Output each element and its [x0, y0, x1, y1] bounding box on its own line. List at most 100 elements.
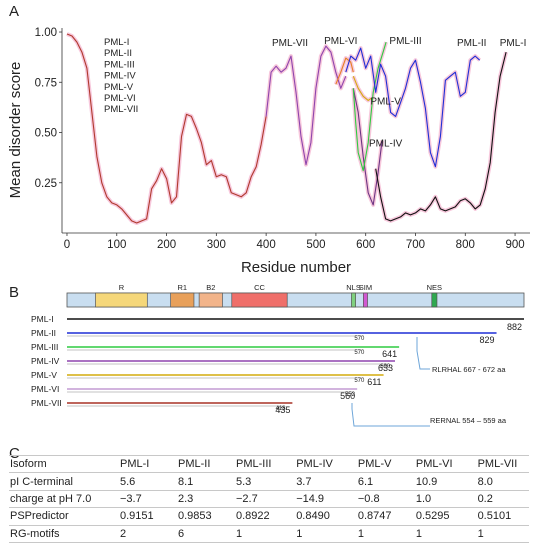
x-tick-label: 0: [64, 239, 70, 251]
isoform-name-pml-ii: PML-II: [31, 328, 56, 338]
legend-entry-pml-ii: PML-II: [104, 48, 132, 59]
isoform-name-pml-vi: PML-VI: [31, 384, 59, 394]
domain-label-sim: SIM: [359, 285, 372, 292]
properties-table-wrap: Isoform PML-I PML-II PML-III PML-IV PML-…: [9, 454, 529, 543]
legend-entry-pml-vii: PML-VII: [104, 104, 138, 115]
table-row: RG-motifs 2 6 1 1 1 1 1: [9, 525, 529, 543]
series-label-pml-iii: PML-III: [389, 36, 421, 47]
y-tick-label: 0.50: [35, 128, 57, 140]
domain-b2: [198, 292, 223, 308]
table-cell: 2: [106, 525, 164, 543]
series-label-pml-vi: PML-VI: [324, 36, 357, 47]
properties-table: Isoform PML-I PML-II PML-III PML-IV PML-…: [9, 454, 529, 543]
domain-sim: [363, 292, 368, 308]
header-cell: PML-I: [106, 454, 164, 474]
isoform-length-pml-iii: 641: [382, 349, 397, 359]
domain-label-b2: B2: [206, 285, 215, 292]
series-label-pml-vii: PML-VII: [272, 38, 308, 49]
domain-nes: [431, 292, 438, 308]
header-cell: PML-V: [343, 454, 402, 474]
series-layer: [66, 32, 509, 225]
header-cell: PML-II: [164, 454, 222, 474]
isoform-name-pml-iii: PML-III: [31, 342, 58, 352]
x-tick-label: 700: [406, 239, 425, 251]
domain-r: [95, 292, 148, 308]
table-cell: 1: [282, 525, 344, 543]
isoform-name-pml-v: PML-V: [31, 370, 57, 380]
series-label-pml-ii: PML-II: [457, 38, 486, 49]
legend-entry-pml-v: PML-V: [104, 82, 134, 93]
isoform-name-pml-iv: PML-IV: [31, 356, 60, 366]
table-cell: 1.0: [401, 490, 464, 509]
isoform-length-pml-vii: 435: [275, 405, 290, 415]
series-line-pml-iv: [352, 88, 383, 206]
y-tick-label: 0.25: [35, 178, 57, 190]
plot-frame: [61, 28, 530, 234]
table-header-row: Isoform PML-I PML-II PML-III PML-IV PML-…: [9, 454, 529, 474]
row-label: RG-motifs: [9, 525, 106, 543]
legend-entry-pml-i: PML-I: [104, 37, 129, 48]
header-cell: Isoform: [9, 454, 106, 474]
domain-label-nes: NES: [427, 285, 442, 292]
domain-label-r1: R1: [177, 285, 187, 292]
series-label-pml-iv: PML-IV: [369, 139, 403, 150]
table-cell: −2.7: [222, 490, 283, 509]
table-cell: 0.8922: [222, 507, 283, 526]
panel-letter-c: C: [9, 445, 20, 462]
table-cell: 0.8490: [282, 507, 344, 526]
domain-label-cc: CC: [254, 285, 265, 292]
domain-label-nls: NLS: [346, 285, 361, 292]
series-line-pml-ii: [345, 47, 481, 168]
table-cell: 3.7: [282, 472, 344, 491]
legend: PML-IPML-IIPML-IIIPML-IVPML-VPML-VIPML-V…: [104, 37, 138, 115]
series-line-pml-vii: [265, 45, 347, 166]
x-tick-label: 100: [107, 239, 126, 251]
y-tick-label: 1.00: [35, 27, 57, 39]
series-line-shared-n-terminal: [66, 33, 267, 224]
domain-cc: [231, 292, 288, 308]
table-cell: −3.7: [106, 490, 164, 509]
legend-entry-pml-iv: PML-IV: [104, 71, 136, 82]
table-cell: 0.9853: [164, 507, 222, 526]
isoform-split-label: 620: [380, 364, 391, 370]
legend-entry-pml-vi: PML-VI: [104, 93, 136, 104]
table-row: PSPredictor 0.9151 0.9853 0.8922 0.8490 …: [9, 507, 529, 526]
series-end-labels: PML-VII PML-VI PML-III PML-II PML-I PML-V PML-…: [272, 36, 526, 150]
x-tick-label: 300: [207, 239, 226, 251]
isoform-split-label: 570: [354, 336, 365, 342]
row-label: pI C-terminal: [9, 472, 106, 491]
y-axis-title: Mean disorder score: [7, 62, 24, 199]
header-cell: PML-VII: [463, 454, 529, 474]
header-cell: PML-III: [222, 454, 283, 474]
domain-label-r: R: [119, 285, 125, 292]
table-cell: 10.9: [401, 472, 464, 491]
isoform-length-pml-i: 882: [507, 322, 522, 332]
header-cell: PML-VI: [401, 454, 464, 474]
panel-letter-a: A: [9, 3, 20, 20]
isoform-name-pml-i: PML-I: [31, 314, 54, 324]
row-label: charge at pH 7.0: [9, 490, 106, 509]
table-cell: 0.5101: [463, 507, 529, 526]
series-label-pml-i: PML-I: [500, 38, 527, 49]
y-ticks: 0.25 0.50 0.75 1.00: [35, 27, 62, 190]
table-cell: −14.9: [282, 490, 344, 509]
header-cell: PML-IV: [282, 454, 344, 474]
table-row: charge at pH 7.0 −3.7 2.3 −2.7 −14.9 −0.…: [9, 490, 529, 509]
y-tick-label: 0.75: [35, 77, 57, 89]
series-line-pml-iii: [352, 41, 387, 172]
x-ticks: 0 100 200 300 400 500 600 700 800 900: [64, 233, 525, 251]
table-cell: 2.3: [164, 490, 222, 509]
table-cell: 1: [463, 525, 529, 543]
row-label: PSPredictor: [9, 507, 106, 526]
disorder-chart: 0.25 0.50 0.75 1.00 0 100 200 300 400 500 600 700 8…: [7, 27, 530, 276]
isoform-split-label: 570: [354, 350, 365, 356]
series-line-pml-vi: [335, 57, 354, 85]
x-tick-label: 800: [456, 239, 475, 251]
isoform-length-pml-ii: 829: [480, 335, 495, 345]
table-cell: 5.6: [106, 472, 164, 491]
domain-r1: [170, 292, 195, 308]
table-cell: 1: [343, 525, 402, 543]
isoform-name-pml-vii: PML-VII: [31, 398, 62, 408]
